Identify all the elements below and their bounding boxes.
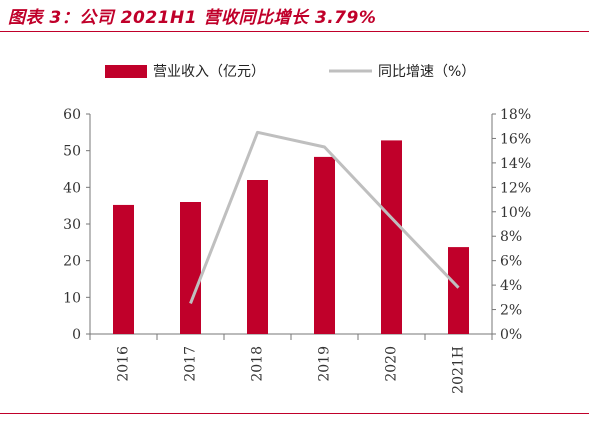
right-tick-label: 14% xyxy=(500,156,531,172)
axes: 0 10 20 30 40 50 60 0% 2% 4% 6% 8% 10% 12% 14% 16% 18% xyxy=(63,107,531,343)
chart-title: 图表 3：公司 2021H1 营收同比增长 3.79% xyxy=(8,8,377,28)
x-tick-label: 2019 xyxy=(317,346,333,382)
growth-line xyxy=(189,130,460,304)
right-tick-label: 18% xyxy=(500,107,531,123)
right-tick-label: 6% xyxy=(500,254,522,270)
x-tick-label: 2018 xyxy=(250,346,266,382)
right-tick-label: 2% xyxy=(500,303,522,319)
title-rule xyxy=(0,31,589,32)
revenue-bar xyxy=(247,180,268,334)
left-tick-label: 10 xyxy=(63,290,81,306)
revenue-bar xyxy=(113,204,134,334)
growth-polyline xyxy=(189,130,460,304)
right-tick-label: 0% xyxy=(500,327,522,343)
right-tick-label: 16% xyxy=(500,131,531,147)
right-tick-label: 4% xyxy=(500,278,522,294)
x-tick-label: 2017 xyxy=(183,346,199,382)
right-tick-label: 8% xyxy=(500,229,522,245)
right-tick-label: 10% xyxy=(500,205,531,221)
x-tick-label: 2016 xyxy=(116,346,132,382)
revenue-bar xyxy=(448,247,469,334)
legend: 营业收入（亿元） 同比增速（%） xyxy=(105,64,475,80)
legend-bar-label: 营业收入（亿元） xyxy=(153,64,265,80)
right-tick-label: 12% xyxy=(500,180,531,196)
legend-bar-swatch xyxy=(105,65,147,78)
left-tick-label: 0 xyxy=(72,327,81,343)
bars xyxy=(113,140,469,334)
revenue-bar xyxy=(180,202,201,334)
x-tick-label: 2020 xyxy=(384,346,400,382)
revenue-bar xyxy=(314,156,335,334)
legend-line-label: 同比增速（%） xyxy=(378,64,475,80)
footer-rule xyxy=(0,413,589,414)
left-tick-label: 50 xyxy=(63,144,81,160)
revenue-bar xyxy=(381,140,402,334)
left-tick-label: 20 xyxy=(63,254,81,270)
left-tick-label: 60 xyxy=(63,107,81,123)
x-tick-label: 2021H xyxy=(451,346,467,394)
left-tick-label: 40 xyxy=(63,180,81,196)
left-tick-label: 30 xyxy=(63,217,81,233)
x-axis-ticks: 2016 2017 2018 2019 2020 2021H xyxy=(116,346,467,394)
